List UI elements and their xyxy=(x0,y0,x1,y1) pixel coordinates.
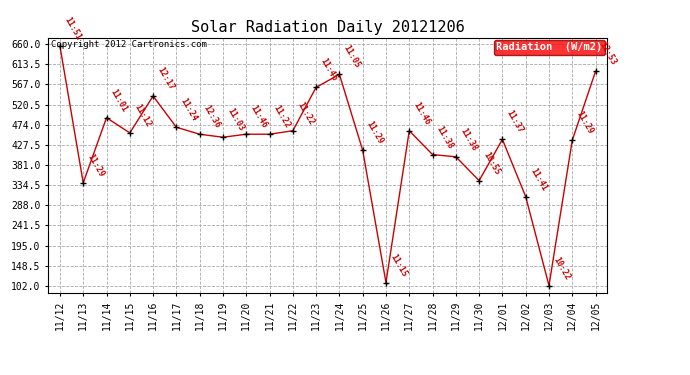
Text: 11:24: 11:24 xyxy=(179,97,199,123)
Title: Solar Radiation Daily 20121206: Solar Radiation Daily 20121206 xyxy=(191,20,464,35)
Text: 12:36: 12:36 xyxy=(202,104,222,130)
Text: 11:29: 11:29 xyxy=(86,152,106,178)
Text: 11:01: 11:01 xyxy=(109,87,129,113)
Text: 12:17: 12:17 xyxy=(155,66,176,92)
Text: 10:22: 10:22 xyxy=(551,255,571,281)
Legend: Radiation  (W/m2): Radiation (W/m2) xyxy=(493,40,605,55)
Text: 11:29: 11:29 xyxy=(365,120,385,146)
Text: 11:22: 11:22 xyxy=(272,104,292,130)
Text: 11:46: 11:46 xyxy=(319,57,339,83)
Text: 11:51: 11:51 xyxy=(62,16,83,42)
Text: 11:15: 11:15 xyxy=(388,252,408,278)
Text: 10:55: 10:55 xyxy=(482,150,502,176)
Text: 11:37: 11:37 xyxy=(505,109,525,135)
Text: 11:41: 11:41 xyxy=(528,166,549,192)
Text: 11:12: 11:12 xyxy=(132,102,152,129)
Text: 11:46: 11:46 xyxy=(248,104,269,130)
Text: 11:22: 11:22 xyxy=(295,100,315,126)
Text: 11:29: 11:29 xyxy=(575,110,595,136)
Text: Copyright 2012 Cartronics.com: Copyright 2012 Cartronics.com xyxy=(51,40,207,49)
Text: 11:03: 11:03 xyxy=(226,107,246,133)
Text: 11:38: 11:38 xyxy=(458,126,478,152)
Text: 11:46: 11:46 xyxy=(411,100,432,126)
Text: 11:05: 11:05 xyxy=(342,44,362,70)
Text: 11:38: 11:38 xyxy=(435,124,455,150)
Text: 12:53: 12:53 xyxy=(598,41,618,67)
